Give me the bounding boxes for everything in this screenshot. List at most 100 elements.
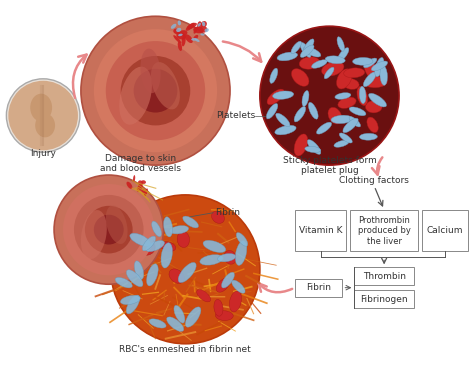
Text: Calcium: Calcium	[427, 226, 463, 235]
Ellipse shape	[365, 101, 382, 113]
Ellipse shape	[193, 27, 198, 34]
Ellipse shape	[186, 23, 195, 31]
Ellipse shape	[211, 211, 224, 223]
Circle shape	[6, 79, 80, 152]
Circle shape	[121, 56, 190, 126]
Ellipse shape	[334, 140, 349, 147]
Ellipse shape	[317, 122, 332, 134]
Ellipse shape	[146, 241, 164, 251]
Circle shape	[85, 206, 133, 253]
Ellipse shape	[307, 140, 321, 154]
Ellipse shape	[142, 236, 155, 251]
Ellipse shape	[338, 97, 356, 108]
Ellipse shape	[359, 87, 366, 104]
Ellipse shape	[375, 58, 384, 77]
Ellipse shape	[337, 37, 345, 51]
FancyBboxPatch shape	[295, 210, 346, 251]
Ellipse shape	[203, 240, 226, 253]
Ellipse shape	[134, 261, 144, 279]
Circle shape	[74, 195, 144, 264]
Ellipse shape	[235, 241, 247, 265]
Circle shape	[260, 26, 399, 165]
Ellipse shape	[171, 24, 176, 29]
Ellipse shape	[115, 277, 132, 288]
FancyBboxPatch shape	[422, 210, 468, 251]
Ellipse shape	[138, 180, 143, 185]
Text: Injury: Injury	[30, 149, 56, 158]
Ellipse shape	[142, 233, 155, 251]
Ellipse shape	[164, 217, 173, 237]
Ellipse shape	[119, 67, 152, 125]
Ellipse shape	[321, 62, 344, 76]
Ellipse shape	[305, 146, 321, 153]
Ellipse shape	[266, 104, 278, 119]
Ellipse shape	[205, 28, 209, 32]
Ellipse shape	[167, 317, 184, 331]
Ellipse shape	[178, 30, 187, 36]
Ellipse shape	[337, 69, 352, 89]
Ellipse shape	[178, 42, 182, 51]
Ellipse shape	[193, 26, 204, 33]
Text: Fibrin: Fibrin	[215, 208, 240, 217]
Text: Fibrin: Fibrin	[306, 283, 331, 292]
Ellipse shape	[140, 49, 161, 93]
Ellipse shape	[324, 67, 334, 79]
Ellipse shape	[139, 242, 155, 255]
Ellipse shape	[359, 133, 377, 140]
Ellipse shape	[214, 299, 223, 316]
Ellipse shape	[349, 107, 366, 116]
Ellipse shape	[185, 307, 201, 327]
Ellipse shape	[364, 77, 387, 88]
Ellipse shape	[364, 60, 379, 81]
Ellipse shape	[273, 91, 294, 99]
Ellipse shape	[169, 269, 184, 283]
Circle shape	[94, 29, 217, 152]
Circle shape	[94, 215, 124, 245]
Ellipse shape	[149, 319, 166, 328]
Ellipse shape	[141, 180, 146, 184]
Ellipse shape	[343, 118, 358, 133]
Text: Fibrinogen: Fibrinogen	[360, 295, 408, 304]
FancyBboxPatch shape	[350, 210, 418, 251]
Ellipse shape	[195, 39, 200, 42]
Ellipse shape	[178, 262, 196, 283]
Ellipse shape	[173, 35, 182, 43]
Ellipse shape	[127, 270, 143, 287]
Ellipse shape	[276, 113, 290, 127]
Ellipse shape	[367, 117, 378, 132]
Ellipse shape	[339, 133, 352, 143]
Ellipse shape	[371, 61, 388, 71]
Ellipse shape	[299, 57, 320, 69]
Ellipse shape	[146, 264, 158, 286]
Ellipse shape	[325, 56, 345, 64]
FancyBboxPatch shape	[354, 290, 414, 308]
Ellipse shape	[160, 242, 176, 251]
Ellipse shape	[137, 185, 142, 192]
Ellipse shape	[302, 91, 309, 107]
Ellipse shape	[193, 35, 198, 40]
Text: Vitamin K: Vitamin K	[299, 226, 342, 235]
Ellipse shape	[202, 22, 205, 26]
Circle shape	[81, 16, 230, 165]
Ellipse shape	[342, 78, 359, 89]
Ellipse shape	[344, 68, 365, 78]
Ellipse shape	[380, 66, 387, 85]
Ellipse shape	[176, 32, 186, 40]
Text: RBC's enmeshed in fibrin net: RBC's enmeshed in fibrin net	[119, 345, 251, 354]
Ellipse shape	[182, 35, 186, 46]
Ellipse shape	[337, 48, 349, 62]
Ellipse shape	[275, 125, 296, 135]
Ellipse shape	[364, 72, 376, 87]
Ellipse shape	[294, 107, 306, 122]
FancyBboxPatch shape	[295, 279, 342, 297]
Ellipse shape	[35, 114, 55, 137]
Circle shape	[106, 41, 205, 140]
Ellipse shape	[301, 45, 314, 57]
Ellipse shape	[267, 89, 284, 105]
Ellipse shape	[106, 205, 128, 244]
Ellipse shape	[309, 102, 318, 119]
Ellipse shape	[364, 58, 377, 68]
Ellipse shape	[176, 28, 181, 32]
Ellipse shape	[177, 231, 190, 247]
Ellipse shape	[294, 134, 308, 156]
